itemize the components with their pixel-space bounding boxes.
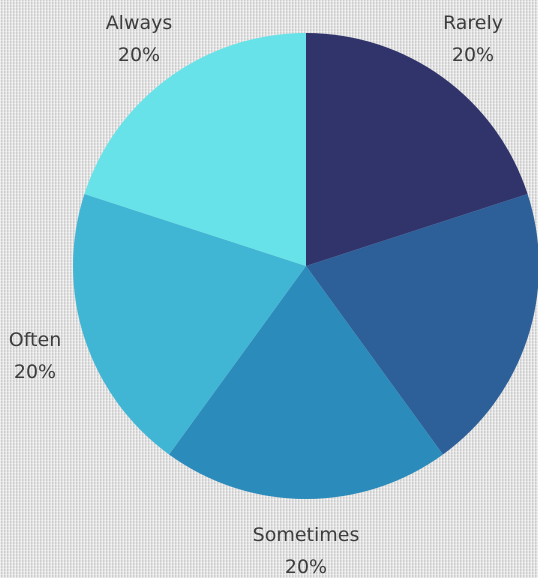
pie-slice-always bbox=[84, 33, 306, 266]
slice-label-often: Often bbox=[9, 329, 62, 351]
pie-slice-sometimes bbox=[169, 266, 443, 499]
slice-percent-rarely: 20% bbox=[452, 44, 494, 66]
pie-slice-rarely bbox=[306, 33, 528, 266]
pie-slice-often bbox=[73, 193, 307, 455]
slice-percent-sometimes: 20% bbox=[285, 556, 327, 578]
slice-label-always: Always bbox=[106, 12, 173, 34]
slice-percent-often: 20% bbox=[14, 361, 56, 383]
slice-percent-always: 20% bbox=[118, 44, 160, 66]
slice-label-rarely: Rarely bbox=[443, 12, 503, 34]
pie-slice-unlabeled-1 bbox=[306, 193, 538, 455]
slice-label-sometimes: Sometimes bbox=[253, 524, 360, 546]
